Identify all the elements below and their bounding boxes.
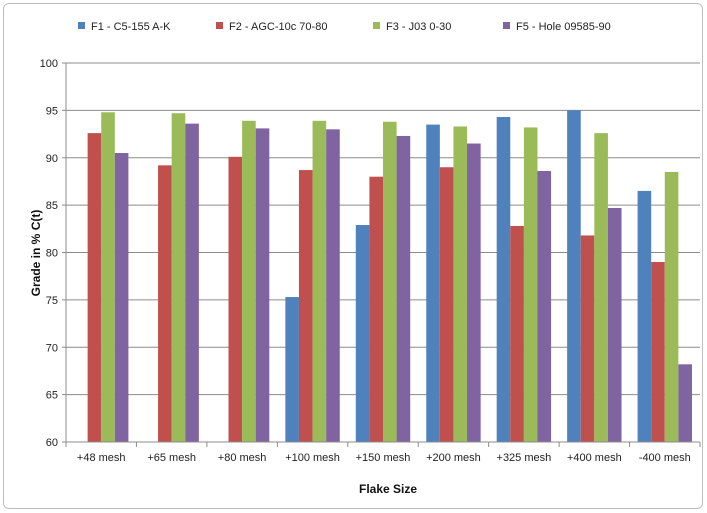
bar (326, 129, 340, 442)
bar (537, 171, 552, 442)
bar (171, 113, 186, 442)
bar (228, 156, 243, 443)
bar (158, 165, 172, 442)
bar (607, 207, 622, 442)
legend-label: F1 - C5-155 A-K (91, 21, 171, 33)
bar (651, 261, 665, 442)
legend-swatch (78, 22, 85, 29)
legend-swatch (216, 22, 223, 29)
legend-swatch (373, 22, 380, 29)
x-tick-label: +48 mesh (77, 452, 126, 464)
bar (285, 297, 299, 442)
y-tick-label: 85 (46, 200, 58, 212)
bar (355, 225, 370, 442)
bar (101, 112, 115, 443)
bar (369, 176, 383, 442)
bar (114, 153, 129, 442)
x-axis-title: Flake Size (359, 482, 417, 496)
x-tick-label: +65 mesh (147, 452, 196, 464)
bar (637, 190, 652, 442)
x-tick-label: +400 mesh (567, 452, 622, 464)
axes: 60 65 70 75 80 85 90 95 100 +48 mesh +65 mesh +80 m… (40, 58, 701, 464)
bar (255, 128, 270, 442)
bar (396, 135, 411, 442)
y-axis-title: Grade in % C(t) (29, 210, 43, 297)
bar (87, 133, 102, 443)
x-tick-label: +150 mesh (356, 452, 411, 464)
y-tick-label: 90 (46, 153, 58, 165)
bar (664, 171, 679, 442)
bar (453, 126, 468, 443)
bar (496, 117, 511, 442)
x-tick-label: +325 mesh (497, 452, 552, 464)
y-tick-label: 65 (46, 390, 58, 402)
bar (523, 127, 538, 443)
legend: F1 - C5-155 A-K F2 - AGC-10c 70-80 F3 - J0… (78, 21, 611, 33)
x-tick-label: +80 mesh (218, 452, 267, 464)
bar (439, 167, 454, 442)
bar (185, 123, 199, 442)
bar (678, 364, 692, 442)
y-tick-label: 80 (46, 248, 58, 260)
bars (87, 110, 692, 443)
bar (594, 133, 608, 443)
y-tick-label: 70 (46, 342, 58, 354)
x-tick-label: +100 mesh (285, 452, 340, 464)
y-tick-label: 100 (40, 58, 58, 70)
bar (580, 235, 595, 442)
legend-label: F5 - Hole 09585-90 (516, 21, 611, 33)
legend-label: F3 - J03 0-30 (386, 21, 451, 33)
bar (567, 110, 581, 442)
x-tick-label: +200 mesh (426, 452, 481, 464)
bar (467, 143, 481, 442)
y-tick-label: 75 (46, 295, 58, 307)
x-tick-label: -400 mesh (639, 452, 691, 464)
bar (383, 121, 397, 443)
bar (312, 120, 327, 443)
bar (242, 120, 256, 443)
legend-swatch (503, 22, 510, 29)
y-tick-label: 60 (46, 437, 58, 449)
bar (298, 170, 313, 442)
y-tick-label: 95 (46, 105, 58, 117)
legend-label: F2 - AGC-10c 70-80 (229, 21, 327, 33)
bar (510, 225, 524, 442)
bar (426, 124, 440, 443)
